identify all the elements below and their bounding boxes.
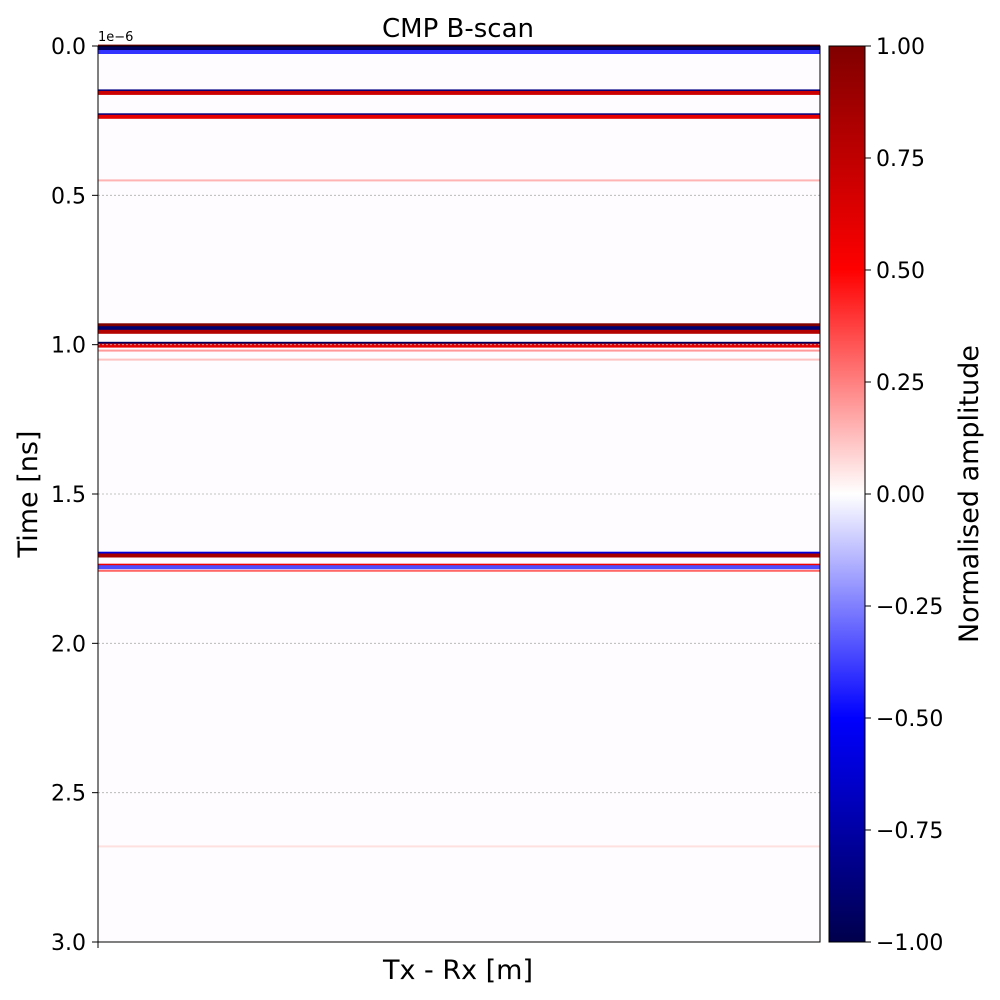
colorbar-tick-label: −0.25 — [876, 595, 943, 620]
reflection-band — [98, 349, 820, 352]
colorbar-tick-label: 0.75 — [876, 147, 925, 172]
y-tick-label: 3.0 — [51, 931, 86, 956]
reflection-band — [98, 50, 820, 54]
y-tick-label: 0.5 — [51, 184, 86, 209]
colorbar-tick-label: −0.75 — [876, 819, 943, 844]
reflection-band — [98, 845, 820, 848]
y-tick-label: 2.5 — [51, 782, 86, 807]
colorbar-tick-label: −0.50 — [876, 707, 943, 732]
y-tick-label: 1.0 — [51, 334, 86, 359]
reflection-band — [98, 358, 820, 361]
reflection-band — [98, 179, 820, 182]
chart-title: CMP B-scan — [382, 14, 534, 44]
colorbar-tick-label: 0.50 — [876, 259, 925, 284]
y-tick-label: 0.0 — [51, 35, 86, 60]
colorbar-label: Normalised amplitude — [954, 345, 985, 643]
colorbar-tick-label: −1.00 — [876, 931, 943, 956]
reflection-band — [98, 114, 820, 119]
reflection-band — [98, 46, 820, 51]
reflection-band — [98, 326, 820, 331]
y-tick-label: 1.5 — [51, 483, 86, 508]
y-tick-label: 2.0 — [51, 632, 86, 657]
colorbar-tick-label: 1.00 — [876, 35, 925, 60]
reflection-band — [98, 553, 820, 558]
reflection-band — [98, 329, 820, 334]
grid-lines — [98, 194, 820, 794]
reflection-band — [98, 569, 820, 572]
reflection-band — [98, 565, 820, 570]
x-axis-label: Tx - Rx [m] — [382, 955, 533, 986]
colorbar-gradient — [829, 46, 865, 942]
y-axis: 0.0 0.5 1.0 1.5 2.0 2.5 3.0 — [51, 35, 98, 956]
colorbar-tick-label: 0.00 — [876, 483, 925, 508]
y-offset-label: 1e−6 — [98, 30, 133, 45]
reflection-layer — [98, 44, 820, 848]
reflection-band — [98, 90, 820, 95]
colorbar-tick-label: 0.25 — [876, 371, 925, 396]
reflection-band — [98, 343, 820, 348]
reflection-band — [98, 323, 820, 328]
y-axis-label: Time [ns] — [13, 431, 44, 559]
colorbar-ticks: 1.00 0.75 0.50 0.25 0.00 −0.25 −0.50 −0.75 −1.00 — [865, 35, 943, 956]
